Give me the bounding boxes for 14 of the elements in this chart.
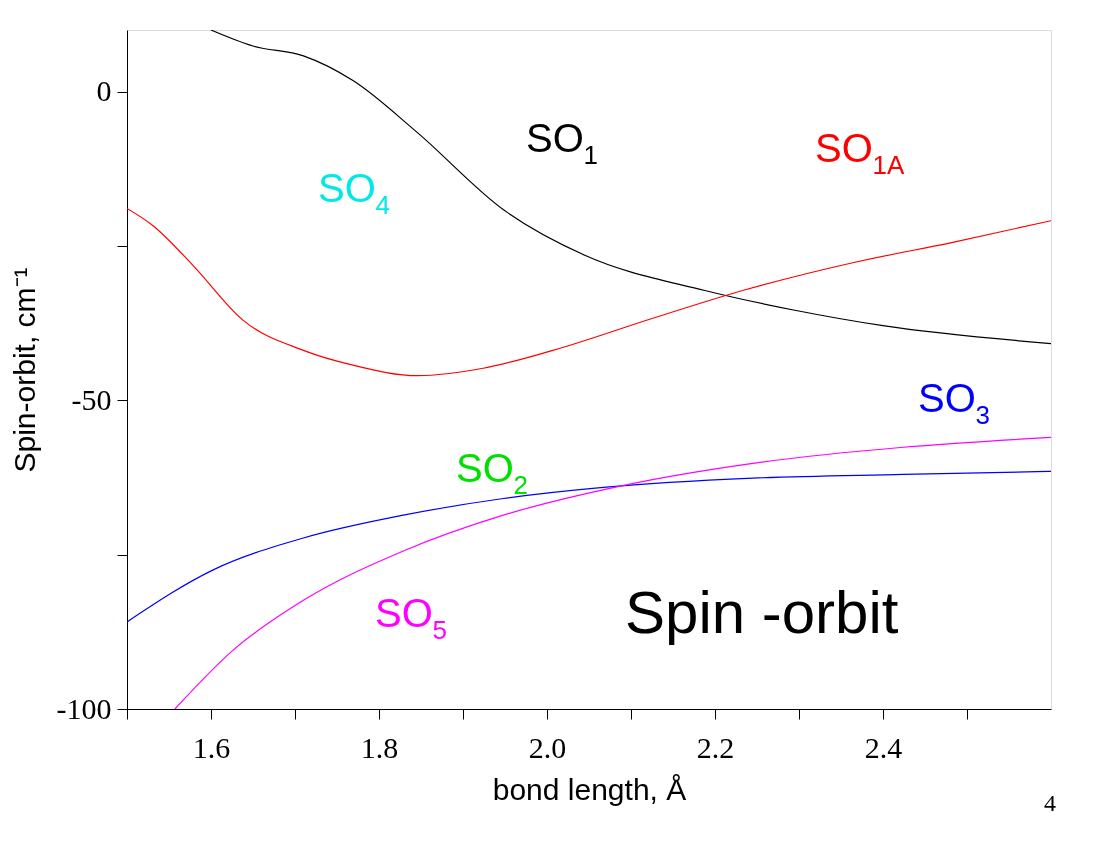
text: 4: [1044, 790, 1056, 816]
x-tick-label: 1.6: [192, 730, 231, 764]
y-axis-title: Spin-orbit, cm⁻¹: [7, 267, 41, 473]
y-tick-label: 0: [96, 74, 112, 108]
x-tick-label: 1.8: [360, 730, 399, 764]
annotation: Spin -orbit: [625, 579, 899, 646]
x-tick-label: 2.0: [528, 730, 567, 764]
y-tick-label: -100: [56, 691, 112, 725]
y-tick-label: -50: [71, 382, 112, 416]
line-series: [174, 436, 1051, 709]
x-tick-label: 2.2: [696, 730, 735, 764]
x-tick-label: 2.4: [864, 730, 903, 764]
line-series: [210, 30, 1051, 345]
x-axis-title: bond length, Å: [492, 772, 687, 806]
